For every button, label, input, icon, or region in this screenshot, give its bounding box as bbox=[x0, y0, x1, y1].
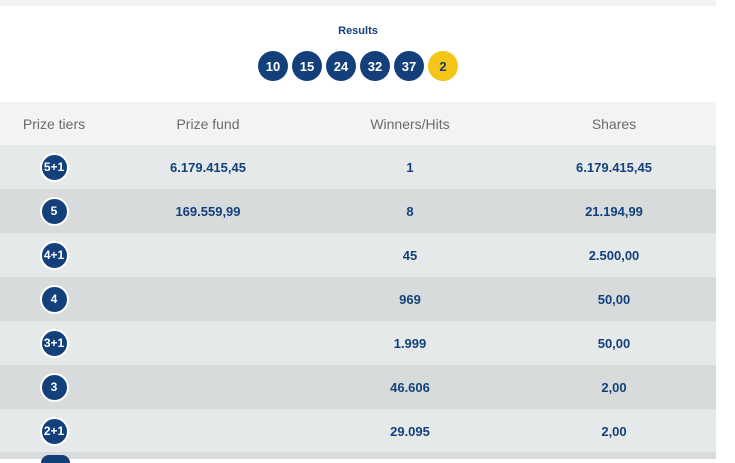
tier-badge: 5 bbox=[39, 196, 69, 226]
prize-fund-cell bbox=[108, 409, 308, 453]
table-row: 5 169.559,99 8 21.194,99 bbox=[0, 189, 716, 233]
winners-cell: 29.095 bbox=[308, 409, 512, 453]
table-row: 5+1 6.179.415,45 1 6.179.415,45 bbox=[0, 145, 716, 189]
page-margin bbox=[716, 0, 735, 459]
shares-cell: 2,00 bbox=[512, 409, 716, 453]
winners-cell: 8 bbox=[308, 189, 512, 233]
shares-cell: 50,00 bbox=[512, 277, 716, 321]
winners-cell: 1 bbox=[308, 145, 512, 189]
prize-fund-cell bbox=[108, 233, 308, 277]
number-ball: 15 bbox=[292, 51, 322, 81]
tier-badge-cutoff bbox=[41, 455, 70, 463]
number-ball: 24 bbox=[326, 51, 356, 81]
table-row: 3 46.606 2,00 bbox=[0, 365, 716, 409]
winners-cell: 969 bbox=[308, 277, 512, 321]
table-row: 3+1 1.999 50,00 bbox=[0, 321, 716, 365]
prize-fund-cell: 6.179.415,45 bbox=[108, 145, 308, 189]
tier-badge: 3 bbox=[39, 372, 69, 402]
table-row-cutoff bbox=[0, 452, 716, 459]
shares-cell: 50,00 bbox=[512, 321, 716, 365]
number-ball: 37 bbox=[394, 51, 424, 81]
tier-badge: 5+1 bbox=[39, 152, 69, 182]
shares-cell: 21.194,99 bbox=[512, 189, 716, 233]
header-shares: Shares bbox=[512, 102, 716, 145]
tier-badge: 4+1 bbox=[39, 240, 69, 270]
drawn-numbers: 10 15 24 32 37 2 bbox=[0, 51, 716, 81]
tier-badge: 4 bbox=[39, 284, 69, 314]
prize-tiers-table: Prize tiers Prize fund Winners/Hits Shar… bbox=[0, 102, 716, 453]
prize-fund-cell bbox=[108, 365, 308, 409]
header-winners-hits: Winners/Hits bbox=[308, 102, 512, 145]
winners-cell: 45 bbox=[308, 233, 512, 277]
prize-fund-cell bbox=[108, 277, 308, 321]
prize-fund-cell: 169.559,99 bbox=[108, 189, 308, 233]
shares-cell: 6.179.415,45 bbox=[512, 145, 716, 189]
shares-cell: 2.500,00 bbox=[512, 233, 716, 277]
tier-badge: 3+1 bbox=[39, 328, 69, 358]
table-row: 4 969 50,00 bbox=[0, 277, 716, 321]
table-row: 2+1 29.095 2,00 bbox=[0, 409, 716, 453]
table-row: 4+1 45 2.500,00 bbox=[0, 233, 716, 277]
bonus-ball: 2 bbox=[428, 51, 458, 81]
header-prize-tiers: Prize tiers bbox=[0, 102, 108, 145]
prize-fund-cell bbox=[108, 321, 308, 365]
shares-cell: 2,00 bbox=[512, 365, 716, 409]
tier-badge: 2+1 bbox=[39, 416, 69, 446]
table-header: Prize tiers Prize fund Winners/Hits Shar… bbox=[0, 102, 716, 145]
top-strip bbox=[0, 0, 716, 6]
header-prize-fund: Prize fund bbox=[108, 102, 308, 145]
results-title: Results bbox=[338, 25, 378, 37]
winners-cell: 1.999 bbox=[308, 321, 512, 365]
number-ball: 32 bbox=[360, 51, 390, 81]
number-ball: 10 bbox=[258, 51, 288, 81]
winners-cell: 46.606 bbox=[308, 365, 512, 409]
